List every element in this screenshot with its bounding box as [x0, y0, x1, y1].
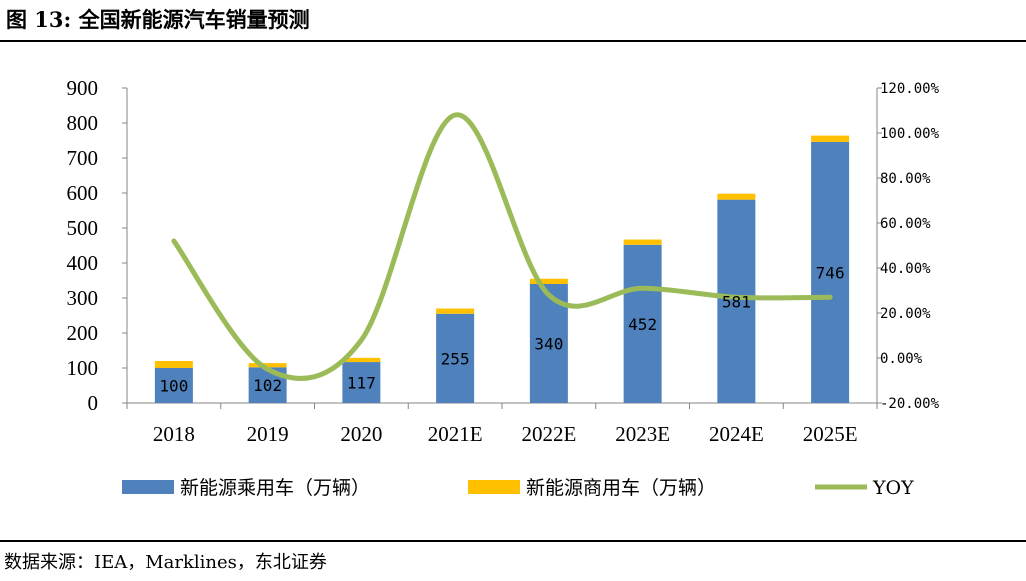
title-rule [0, 40, 1026, 42]
figure-title: 图 13: 全国新能源汽车销量预测 [6, 7, 310, 32]
y-left-tick-label: 100 [67, 356, 99, 380]
bar-commercial [248, 363, 287, 368]
y-left-tick-label: 700 [67, 146, 99, 170]
y-right-tick-label: 0.00% [880, 351, 923, 367]
y-left-tick-label: 300 [67, 286, 99, 310]
y-right-tick-label: 20.00% [880, 306, 931, 322]
y-right-tick-label: -20.00% [880, 396, 940, 412]
source-rule [0, 540, 1026, 542]
bar-data-label: 255 [441, 349, 470, 368]
x-tick-label: 2021E [428, 422, 483, 446]
legend-commercial-label: 新能源商用车（万辆） [526, 477, 716, 499]
bar-commercial [154, 361, 193, 368]
x-tick-label: 2019 [247, 422, 289, 446]
x-tick-label: 2023E [615, 422, 670, 446]
x-tick-label: 2025E [803, 422, 858, 446]
y-left-tick-label: 400 [67, 251, 99, 275]
bar-data-label: 100 [159, 377, 188, 396]
bar-data-label: 102 [253, 376, 282, 395]
yoy-line [171, 112, 833, 381]
bar-commercial [623, 239, 662, 245]
bar-passenger [154, 368, 193, 403]
axes: 0 100 200 300 400 500 600 700 800 900 -20.00% 0.00%… [67, 76, 940, 446]
bar-passenger [623, 244, 662, 403]
yoy-line-path [171, 112, 833, 381]
bar-commercial [436, 308, 475, 314]
legend-passenger-label: 新能源乘用车（万辆） [180, 477, 370, 499]
bar-commercial [811, 135, 850, 142]
source-note: 数据来源：IEA，Marklines，东北证券 [4, 552, 327, 573]
legend-passenger-swatch [122, 480, 174, 494]
y-left-tick-label: 200 [67, 321, 99, 345]
x-tick-label: 2022E [521, 422, 576, 446]
legend-commercial-swatch [468, 480, 520, 494]
bar-commercial [342, 357, 381, 363]
legend: 新能源乘用车（万辆） 新能源商用车（万辆） YOY [122, 477, 914, 499]
x-tick-label: 2020 [340, 422, 382, 446]
bar-data-label: 452 [628, 315, 657, 334]
y-right-tick-label: 60.00% [880, 216, 931, 232]
y-right-tick-label: 40.00% [880, 261, 931, 277]
y-left-tick-label: 0 [88, 391, 99, 415]
bar-passenger [436, 313, 475, 403]
y-left-tick-label: 800 [67, 111, 99, 135]
y-left-tick-label: 900 [67, 76, 99, 100]
sales-forecast-chart: 0 100 200 300 400 500 600 700 800 900 -20.00% 0.00%… [67, 76, 940, 499]
y-left-tick-label: 600 [67, 181, 99, 205]
y-left-tick-label: 500 [67, 216, 99, 240]
y-right-tick-label: 100.00% [880, 126, 940, 142]
x-tick-label: 2024E [709, 422, 764, 446]
bar-data-label: 581 [722, 292, 751, 311]
y-right-tick-label: 80.00% [880, 171, 931, 187]
bar-data-label: 340 [534, 335, 563, 354]
bar-data-label: 117 [347, 374, 376, 393]
labels: 100 102 117 255 340 452 581 746 [159, 263, 844, 395]
bar-commercial [529, 278, 568, 284]
bar-passenger [811, 141, 850, 403]
legend-yoy-label: YOY [872, 477, 914, 499]
bar-commercial [717, 193, 756, 200]
y-right-tick-label: 120.00% [880, 81, 940, 97]
x-tick-label: 2018 [153, 422, 195, 446]
bar-passenger [717, 199, 756, 403]
bar-data-label: 746 [816, 263, 845, 282]
bar-passenger [342, 362, 381, 403]
